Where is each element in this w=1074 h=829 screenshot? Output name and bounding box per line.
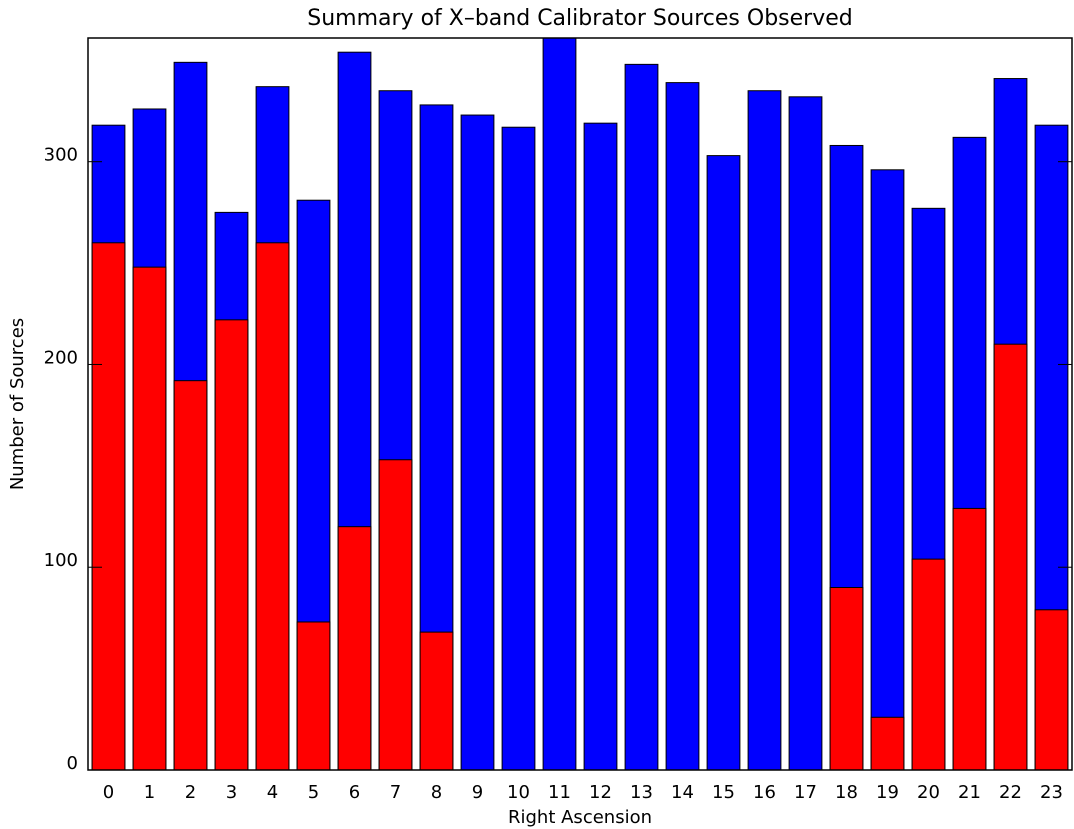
x-tick-label: 3 [226, 782, 237, 803]
bar [870, 716, 905, 771]
bar [870, 169, 905, 771]
plot-frame [87, 37, 1073, 771]
bar [583, 122, 618, 771]
x-tick-label: 14 [671, 782, 694, 803]
x-tick-label: 19 [876, 782, 899, 803]
x-tick-label: 15 [712, 782, 735, 803]
x-tick-label: 13 [630, 782, 653, 803]
bar [993, 343, 1028, 771]
bar [952, 507, 987, 771]
x-tick-label: 11 [548, 782, 571, 803]
x-tick-label: 18 [835, 782, 858, 803]
x-tick-label: 5 [308, 782, 319, 803]
x-tick-label: 2 [185, 782, 196, 803]
bar [501, 126, 536, 771]
x-tick-label: 10 [507, 782, 530, 803]
bar [542, 37, 577, 771]
x-tick-label: 1 [144, 782, 155, 803]
bar [378, 459, 413, 771]
x-tick-label: 21 [958, 782, 981, 803]
x-tick-label: 23 [1040, 782, 1063, 803]
bar [337, 526, 372, 771]
bar [173, 380, 208, 771]
x-tick-label: 17 [794, 782, 817, 803]
x-tick-label: 9 [472, 782, 483, 803]
bar [91, 242, 126, 771]
x-tick-label: 7 [390, 782, 401, 803]
bar [747, 90, 782, 771]
bar [419, 631, 454, 771]
bar [788, 96, 823, 771]
bar [829, 587, 864, 771]
bar [255, 242, 290, 771]
x-tick-label: 12 [589, 782, 612, 803]
x-axis-label: Right Ascension [508, 807, 652, 828]
y-tick-label: 300 [44, 145, 78, 166]
bar [1034, 609, 1069, 771]
x-tick-label: 8 [431, 782, 442, 803]
y-tick-label: 200 [44, 347, 78, 368]
x-tick-label: 22 [999, 782, 1022, 803]
bar [214, 319, 249, 771]
x-tick-label: 6 [349, 782, 360, 803]
bar [665, 82, 700, 771]
y-tick-label: 100 [44, 550, 78, 571]
bar [460, 114, 495, 771]
x-tick-label: 16 [753, 782, 776, 803]
bar [911, 558, 946, 771]
x-tick-label: 0 [103, 782, 114, 803]
x-tick-label: 20 [917, 782, 940, 803]
bar [296, 621, 331, 771]
y-tick-label: 0 [67, 753, 78, 774]
chart-title: Summary of X–band Calibrator Sources Obs… [307, 6, 852, 31]
y-axis-label: Number of Sources [7, 318, 28, 490]
x-tick-label: 4 [267, 782, 278, 803]
bar [132, 266, 167, 771]
bar [706, 155, 741, 771]
bar [624, 63, 659, 771]
